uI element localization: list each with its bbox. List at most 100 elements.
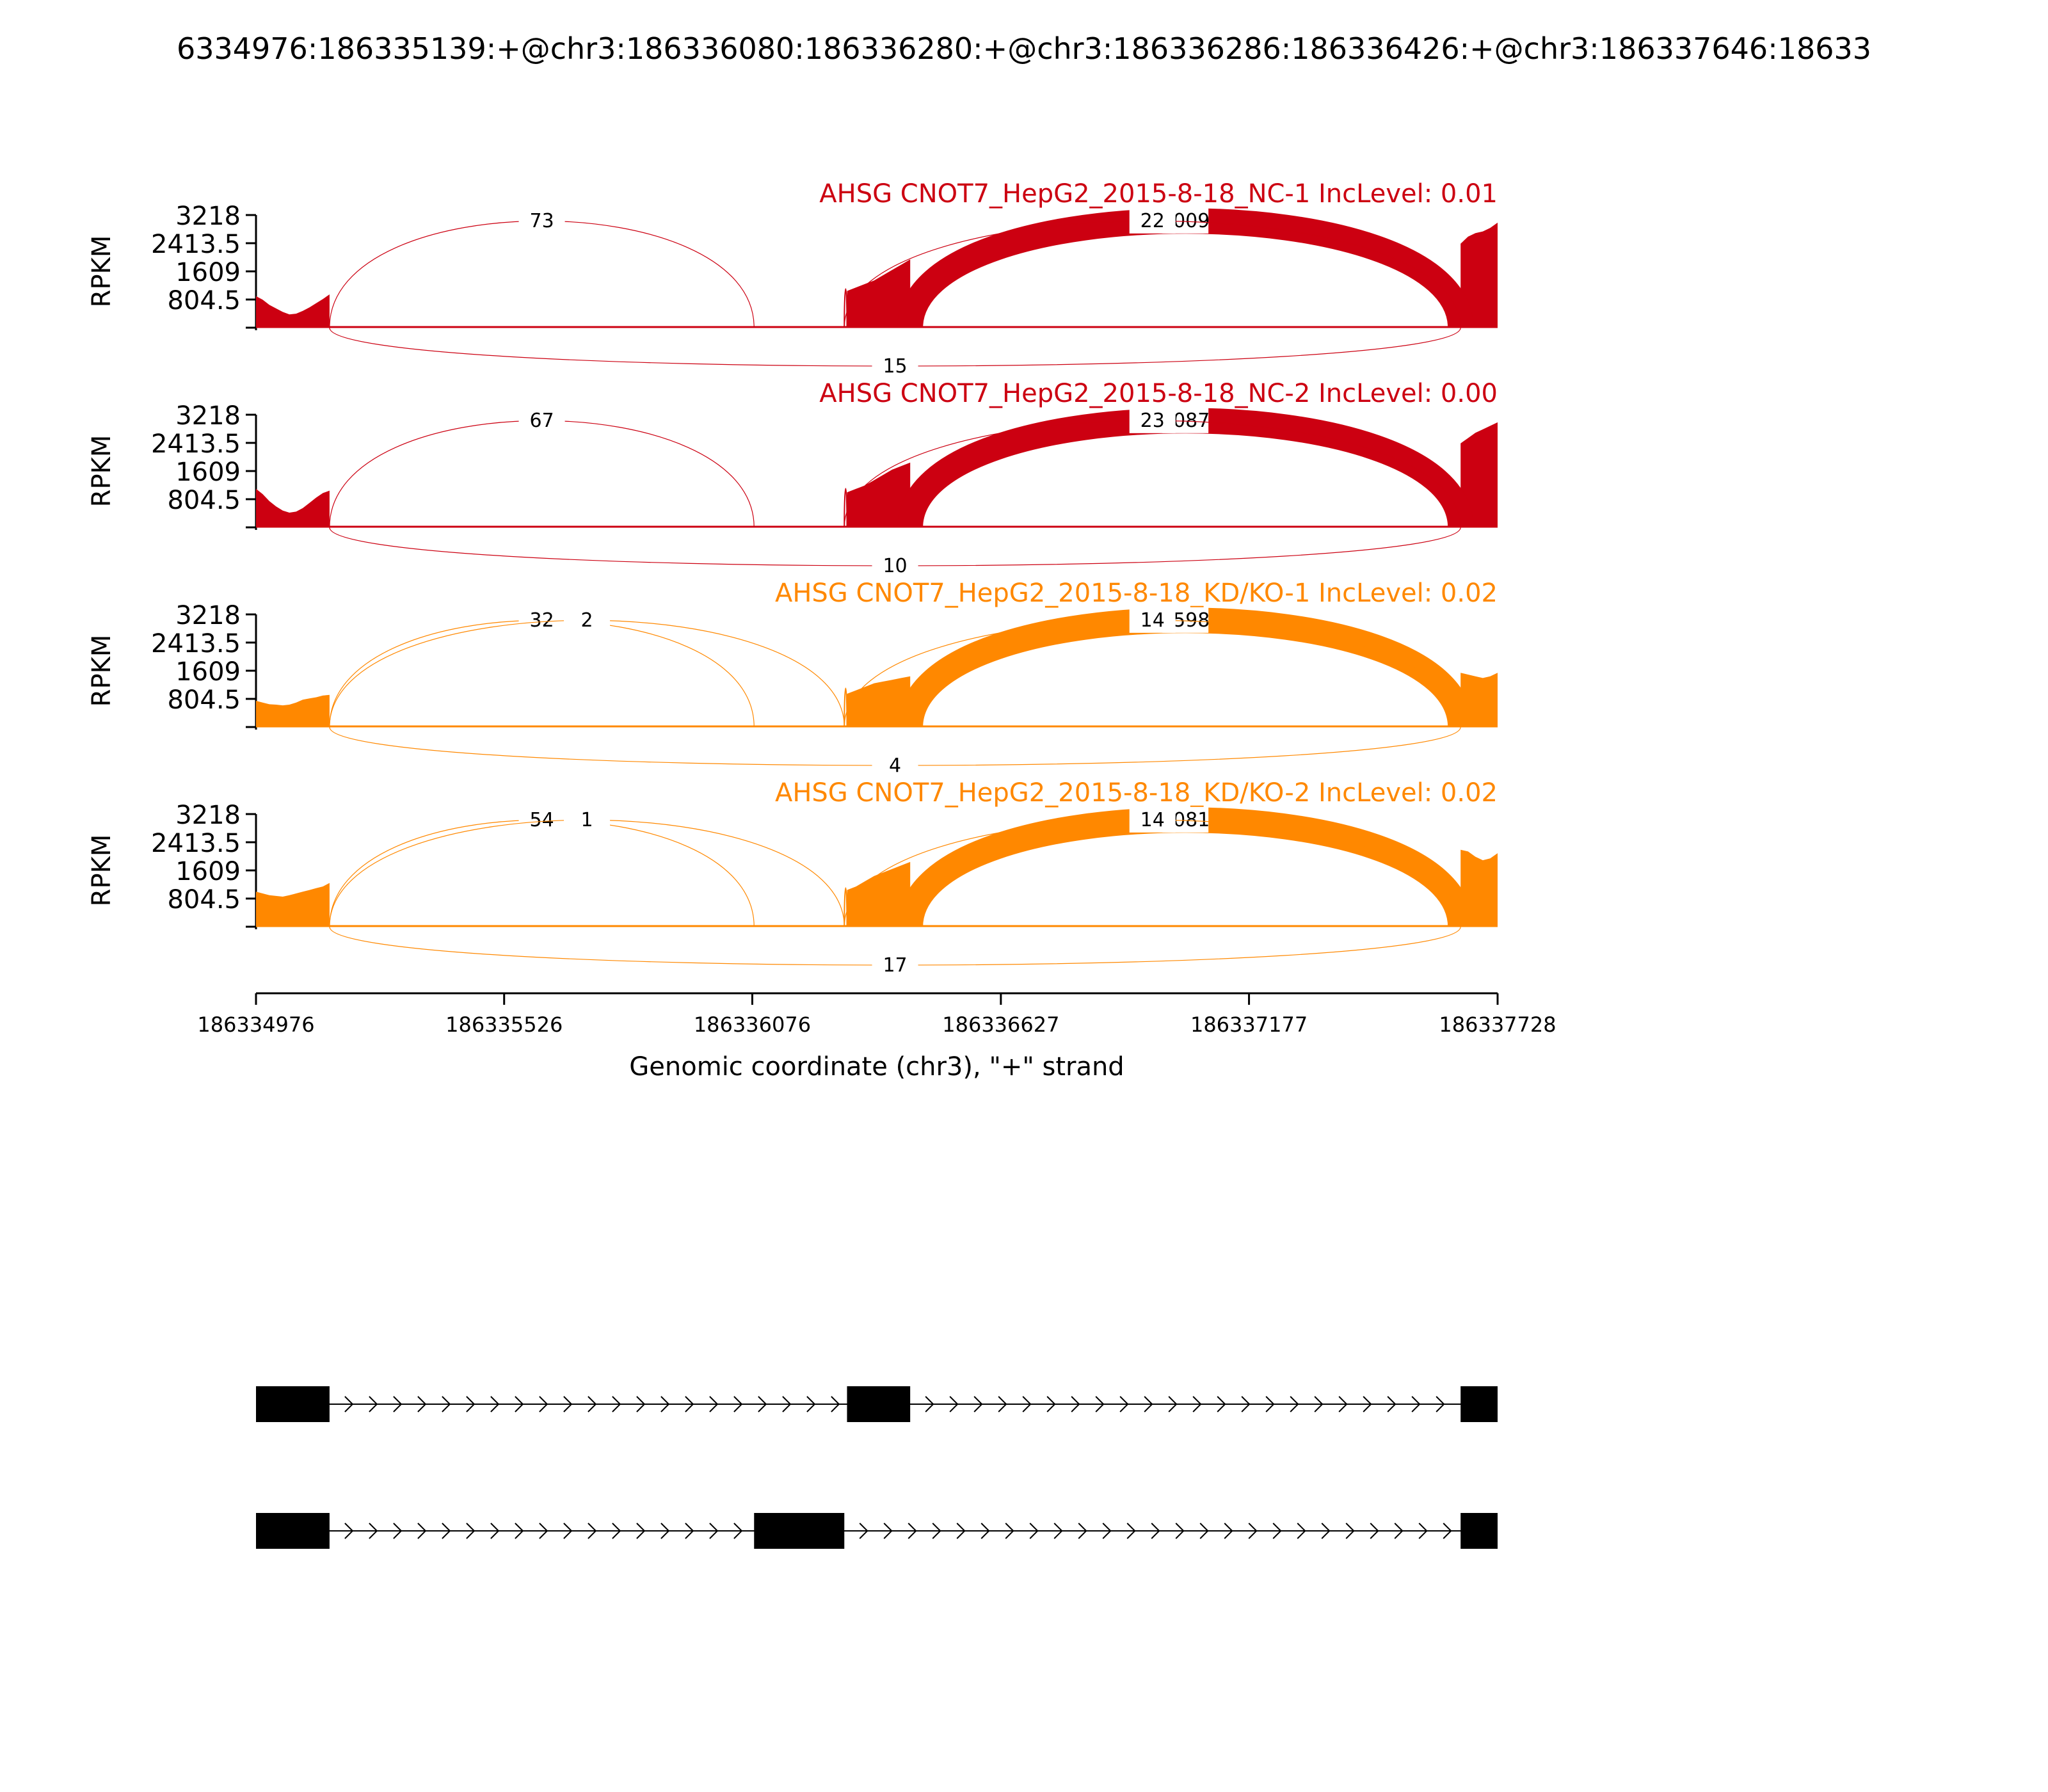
junction-count-bg — [518, 407, 565, 433]
strand-arrow — [1168, 1396, 1178, 1412]
strand-arrow — [344, 1396, 354, 1412]
junction-count-bg — [518, 806, 565, 833]
strand-arrow — [1248, 1523, 1258, 1539]
y-tick-label: 2413.5 — [151, 429, 241, 459]
strand-arrow — [758, 1396, 767, 1412]
strand-arrow — [1272, 1523, 1282, 1539]
strand-arrow — [417, 1396, 427, 1412]
strand-arrow — [831, 1396, 840, 1412]
junction-count: 2 — [581, 609, 593, 632]
junction-count-bg — [1129, 207, 1176, 234]
junction-count-bg — [564, 806, 611, 833]
coverage-area — [754, 925, 845, 927]
junction-count-bg — [518, 207, 565, 234]
strand-arrow — [1029, 1523, 1039, 1539]
strand-arrow — [1078, 1523, 1087, 1539]
strand-arrow — [908, 1523, 917, 1539]
strand-arrow — [490, 1396, 500, 1412]
junction-count-bg — [1129, 607, 1176, 633]
x-tick-label: 186335526 — [445, 1012, 563, 1037]
transcript-tracks — [256, 1386, 1498, 1549]
y-tick-label: 804.5 — [167, 685, 241, 715]
x-tick-label: 186336076 — [694, 1012, 811, 1037]
strand-arrow — [636, 1396, 646, 1412]
exon-block — [256, 1513, 330, 1549]
strand-arrow — [1363, 1396, 1372, 1412]
coverage-area — [1460, 222, 1498, 328]
strand-arrow — [806, 1396, 816, 1412]
junction-count: 54 — [529, 809, 554, 831]
x-tick-label: 186337177 — [1190, 1012, 1308, 1037]
strand-arrow — [1126, 1523, 1136, 1539]
exon-block — [847, 1386, 911, 1422]
y-tick-label: 1609 — [175, 458, 241, 487]
strand-arrow — [932, 1523, 941, 1539]
strand-arrow — [1119, 1396, 1129, 1412]
junction-count: 32 — [529, 609, 554, 632]
strand-arrow — [883, 1523, 893, 1539]
junction-count: 1 — [581, 809, 593, 831]
strand-arrow — [1192, 1396, 1202, 1412]
junction-count: 22 — [1140, 210, 1165, 232]
y-tick-label: 804.5 — [167, 486, 241, 515]
y-axis-label: RPKM — [87, 635, 116, 707]
exon-block — [1460, 1386, 1498, 1422]
strand-arrow — [1345, 1523, 1355, 1539]
strand-arrow — [1443, 1523, 1452, 1539]
y-tick-label: 804.5 — [167, 885, 241, 915]
strand-arrow — [709, 1396, 719, 1412]
strand-arrow — [1314, 1396, 1324, 1412]
junction-arc — [329, 819, 845, 927]
strand-arrow — [563, 1396, 573, 1412]
exon-block — [754, 1513, 845, 1549]
strand-arrow — [1046, 1396, 1056, 1412]
junction-count-bg — [872, 952, 918, 978]
strand-arrow — [956, 1523, 966, 1539]
strand-arrow — [685, 1523, 694, 1539]
y-axis-label: RPKM — [87, 835, 116, 907]
strand-arrow — [539, 1396, 548, 1412]
coverage-area — [847, 259, 911, 328]
strand-arrow — [949, 1396, 959, 1412]
strand-arrow — [466, 1396, 476, 1412]
strand-arrow — [612, 1523, 621, 1539]
strand-arrow — [1418, 1523, 1428, 1539]
coverage-area — [256, 883, 330, 927]
y-tick-label: 2413.5 — [151, 230, 241, 259]
coverage-area — [754, 326, 845, 328]
strand-arrow — [1095, 1396, 1105, 1412]
strand-arrow — [998, 1396, 1007, 1412]
strand-arrow — [612, 1396, 621, 1412]
strand-arrow — [1151, 1523, 1160, 1539]
strand-arrow — [1144, 1396, 1153, 1412]
strand-arrow — [980, 1523, 990, 1539]
strand-arrow — [1005, 1523, 1014, 1539]
strand-arrow — [1102, 1523, 1112, 1539]
junction-count: 17 — [883, 954, 907, 977]
strand-arrow — [1175, 1523, 1185, 1539]
strand-arrow — [1217, 1396, 1226, 1412]
strand-arrow — [1199, 1523, 1209, 1539]
strand-arrow — [588, 1396, 597, 1412]
y-tick-label: 3218 — [175, 601, 241, 630]
strand-arrow — [344, 1523, 354, 1539]
strand-arrow — [515, 1396, 524, 1412]
coverage-area — [1460, 422, 1498, 527]
strand-arrow — [1297, 1523, 1306, 1539]
strand-arrow — [636, 1523, 646, 1539]
strand-arrow — [1387, 1396, 1396, 1412]
junction-arc — [329, 819, 755, 927]
transcript-track-2 — [256, 1513, 1498, 1549]
exon-block — [256, 1386, 330, 1422]
strand-arrow — [1436, 1396, 1445, 1412]
junction-count-bg — [872, 553, 918, 579]
junction-count-bg — [1129, 407, 1176, 433]
strand-arrow — [859, 1523, 868, 1539]
strand-arrow — [1394, 1523, 1404, 1539]
strand-arrow — [925, 1396, 934, 1412]
x-tick-label: 186334976 — [197, 1012, 314, 1037]
strand-arrow — [1411, 1396, 1421, 1412]
strand-arrow — [733, 1396, 743, 1412]
